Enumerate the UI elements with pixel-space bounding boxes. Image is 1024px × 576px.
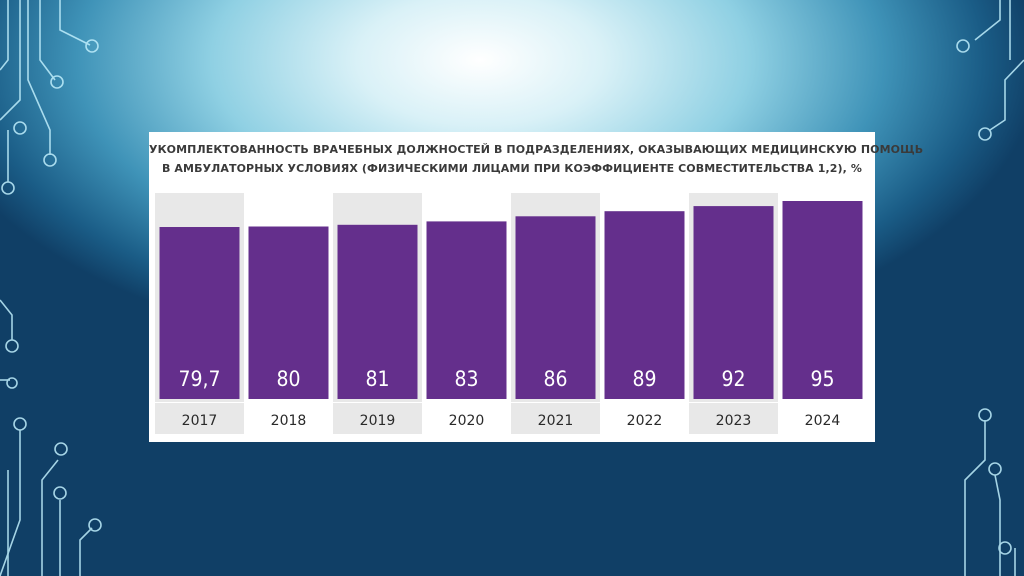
bar-chart: 79,7 2017 80 2018 81 2019 83 2020 86 2021 89 2022 92… (155, 193, 863, 434)
year-band (511, 403, 600, 434)
x-tick-label: 2021 (538, 413, 574, 429)
bar-value-label: 80 (276, 367, 300, 391)
year-band (333, 403, 422, 434)
x-tick-label: 2017 (182, 413, 218, 429)
bar (337, 224, 418, 399)
chart-title-line-2: в амбулаторных условиях (физическими лиц… (162, 162, 862, 175)
bar-value-label: 89 (632, 367, 656, 391)
year-band (155, 403, 244, 434)
x-tick-label: 2019 (360, 413, 396, 429)
bar-value-label: 83 (454, 367, 478, 391)
x-tick-label: 2018 (271, 413, 307, 429)
bar (248, 226, 329, 399)
chart-title-line-1: Укомплектованность врачебных должностей … (149, 143, 924, 156)
x-tick-label: 2023 (716, 413, 752, 429)
year-band (689, 403, 778, 434)
bar (604, 211, 685, 399)
bar (515, 216, 596, 399)
bar-value-label: 92 (721, 367, 745, 391)
bar-value-label: 86 (543, 367, 567, 391)
bar (782, 201, 863, 399)
bar (426, 221, 507, 399)
bar-value-label: 95 (810, 367, 834, 391)
bar (159, 227, 240, 399)
chart-panel: Укомплектованность врачебных должностей … (149, 132, 924, 442)
x-tick-label: 2024 (805, 413, 841, 429)
bar-value-label: 81 (365, 367, 389, 391)
x-tick-label: 2020 (449, 413, 485, 429)
bar (693, 206, 774, 399)
chart-title: Укомплектованность врачебных должностей … (149, 140, 924, 178)
x-tick-label: 2022 (627, 413, 663, 429)
bar-value-label: 79,7 (178, 367, 220, 391)
